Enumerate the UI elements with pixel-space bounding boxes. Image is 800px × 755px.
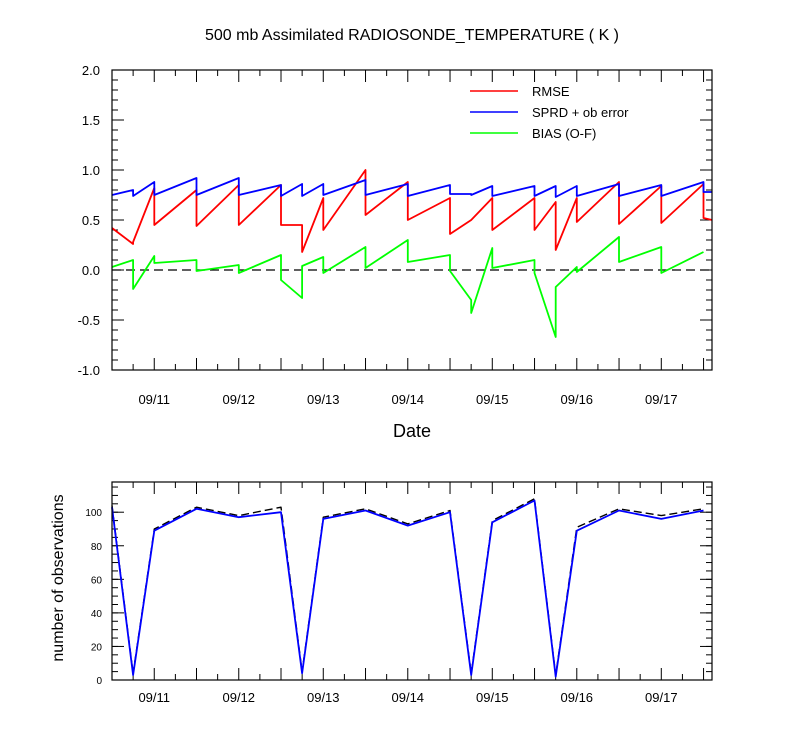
y-tick-label: 100 <box>85 508 102 519</box>
y-tick-label: 1.0 <box>82 163 100 178</box>
y-tick-label: -1.0 <box>78 363 100 378</box>
bottom-plot-frame <box>111 481 713 681</box>
x-tick-label: 09/14 <box>392 392 425 407</box>
x-axis-label: Date <box>393 421 431 441</box>
x-tick-label: 09/15 <box>476 392 509 407</box>
series-line-observations-solid <box>111 499 704 678</box>
legend-label-sprd: SPRD + ob error <box>532 105 629 120</box>
x-tick-label: 09/13 <box>307 690 340 705</box>
rmse-chart: 500 mb Assimilated RADIOSONDE_TEMPERATUR… <box>78 27 713 441</box>
x-tick-label: 09/16 <box>561 392 594 407</box>
x-tick-label: 09/12 <box>222 392 255 407</box>
top-y-tick-labels: -1.0 -0.5 0.0 0.5 1.0 1.5 2.0 <box>78 63 100 378</box>
y-tick-label: 0.0 <box>82 263 100 278</box>
top-plot-frame <box>111 69 713 371</box>
top-axis-ticks <box>111 69 712 371</box>
legend: RMSE SPRD + ob error BIAS (O-F) <box>470 84 629 141</box>
legend-label-rmse: RMSE <box>532 84 570 99</box>
y-tick-label: 60 <box>91 575 103 586</box>
x-tick-label: 09/14 <box>392 690 425 705</box>
x-tick-label: 09/12 <box>222 690 255 705</box>
bottom-x-tick-labels: 09/11 09/12 09/13 09/14 09/15 09/16 09/17 <box>138 690 677 705</box>
y-tick-label: 0.5 <box>82 213 100 228</box>
x-tick-label: 09/17 <box>645 690 678 705</box>
x-tick-label: 09/16 <box>561 690 594 705</box>
y-tick-label: -0.5 <box>78 313 100 328</box>
y-tick-label: 80 <box>91 542 103 553</box>
x-tick-label: 09/11 <box>138 690 170 705</box>
x-tick-label: 09/11 <box>138 392 170 407</box>
series-line-observations-dashed <box>111 498 704 676</box>
chart-title: 500 mb Assimilated RADIOSONDE_TEMPERATUR… <box>205 27 619 44</box>
x-tick-label: 09/17 <box>645 392 678 407</box>
legend-label-bias: BIAS (O-F) <box>532 126 596 141</box>
top-series-lines <box>111 169 713 338</box>
bottom-y-tick-labels: 0 20 40 60 80 100 <box>85 508 102 687</box>
series-line-sprd-ob-error <box>111 177 712 198</box>
y-tick-label: 1.5 <box>82 113 100 128</box>
y-tick-label: 0 <box>96 676 102 687</box>
y-tick-label: 20 <box>91 642 103 653</box>
bottom-series-lines <box>111 498 704 678</box>
y-tick-label: 2.0 <box>82 63 100 78</box>
series-line-bias-o-f <box>111 236 704 338</box>
series-line-rmse <box>111 169 713 253</box>
x-tick-label: 09/13 <box>307 392 340 407</box>
x-tick-label: 09/15 <box>476 690 509 705</box>
y-axis-label: number of observations <box>50 494 67 661</box>
y-tick-label: 40 <box>91 609 103 620</box>
top-x-tick-labels: 09/11 09/12 09/13 09/14 09/15 09/16 09/17 <box>138 392 677 407</box>
